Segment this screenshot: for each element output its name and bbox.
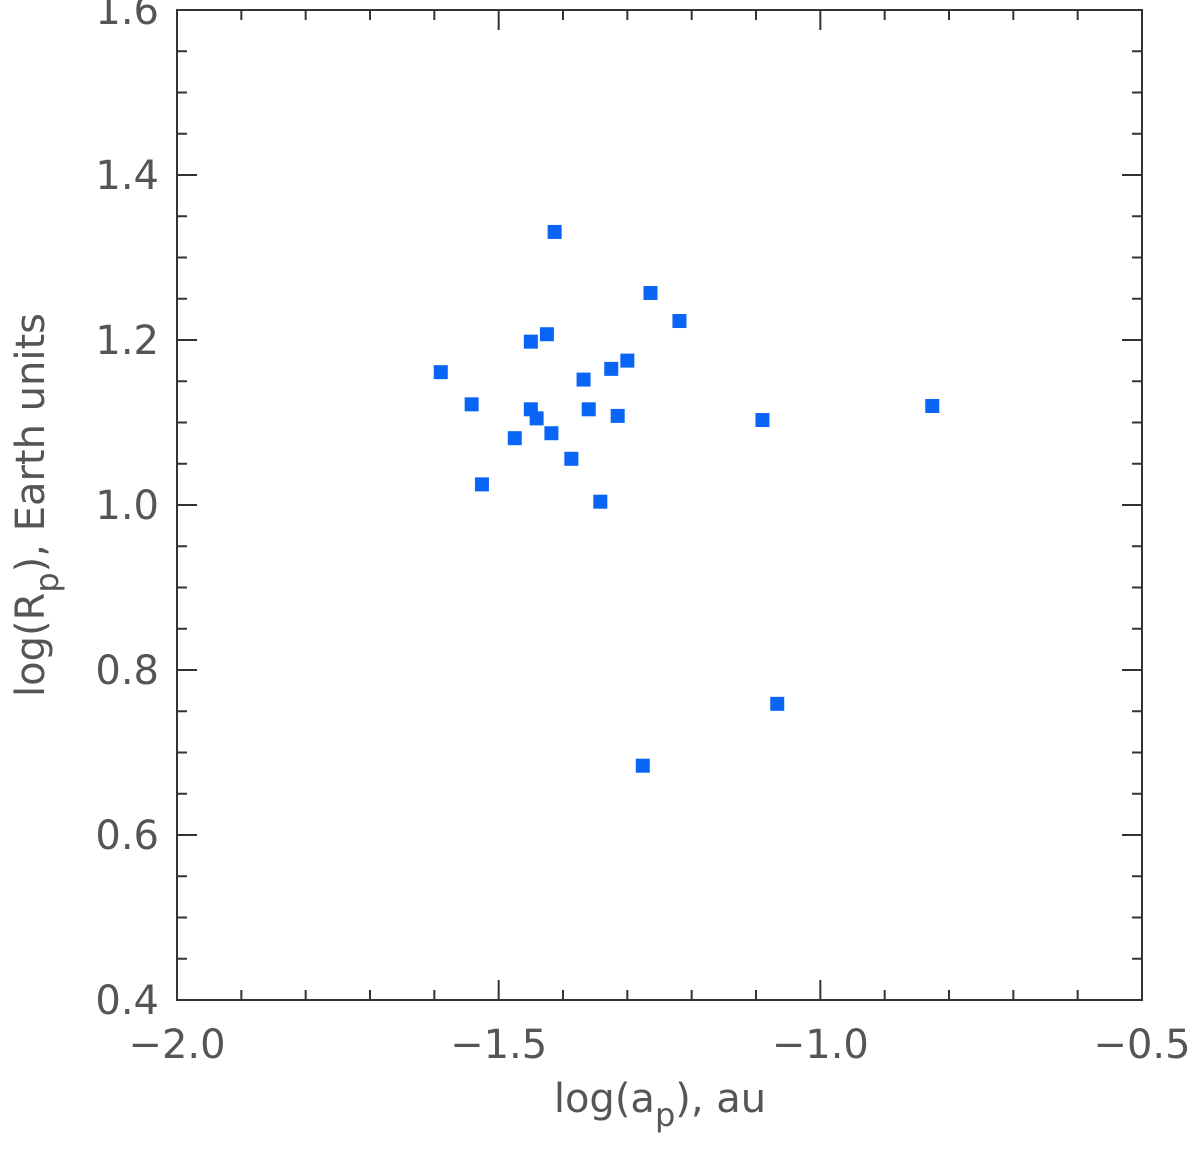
x-tick-label: −1.0	[772, 1022, 869, 1068]
point	[755, 413, 770, 428]
y-axis-label-part: ), Earth units	[8, 313, 54, 572]
y-tick-label: 0.4	[95, 978, 159, 1024]
y-axis-label-part: log(R	[8, 593, 54, 697]
point	[433, 365, 448, 380]
y-tick-label: 1.0	[95, 483, 159, 529]
point	[576, 372, 591, 387]
point	[529, 411, 544, 426]
x-axis-label-part: ), au	[675, 1076, 766, 1122]
point	[474, 477, 489, 492]
x-axis-label-part: p	[655, 1096, 675, 1134]
y-tick-label: 1.2	[95, 318, 159, 364]
point	[507, 431, 522, 446]
point	[539, 327, 554, 342]
point	[523, 334, 538, 349]
point	[604, 361, 619, 376]
point	[635, 758, 650, 773]
x-tick-label: −1.5	[450, 1022, 547, 1068]
y-tick-label: 1.6	[95, 0, 159, 34]
point	[643, 285, 658, 300]
point	[544, 426, 559, 441]
point	[593, 494, 608, 509]
point	[672, 314, 687, 329]
point	[564, 451, 579, 466]
point	[547, 224, 562, 239]
y-tick-label: 1.4	[95, 153, 159, 199]
y-tick-label: 0.6	[95, 813, 159, 859]
x-axis-label: log(ap), au	[554, 1076, 766, 1134]
point	[925, 399, 940, 413]
y-axis-label: log(Rp), Earth units	[8, 313, 66, 697]
plot-frame	[176, 9, 1143, 1001]
x-axis-label-part: log(a	[554, 1076, 655, 1122]
y-tick-label: 0.8	[95, 648, 159, 694]
x-tick-label: −0.5	[1093, 1022, 1190, 1068]
point	[581, 402, 596, 417]
point	[770, 696, 785, 711]
y-axis-label-part: p	[28, 572, 66, 592]
point	[610, 408, 625, 423]
point	[620, 353, 635, 368]
x-tick-label: −2.0	[128, 1022, 225, 1068]
point	[464, 397, 479, 412]
